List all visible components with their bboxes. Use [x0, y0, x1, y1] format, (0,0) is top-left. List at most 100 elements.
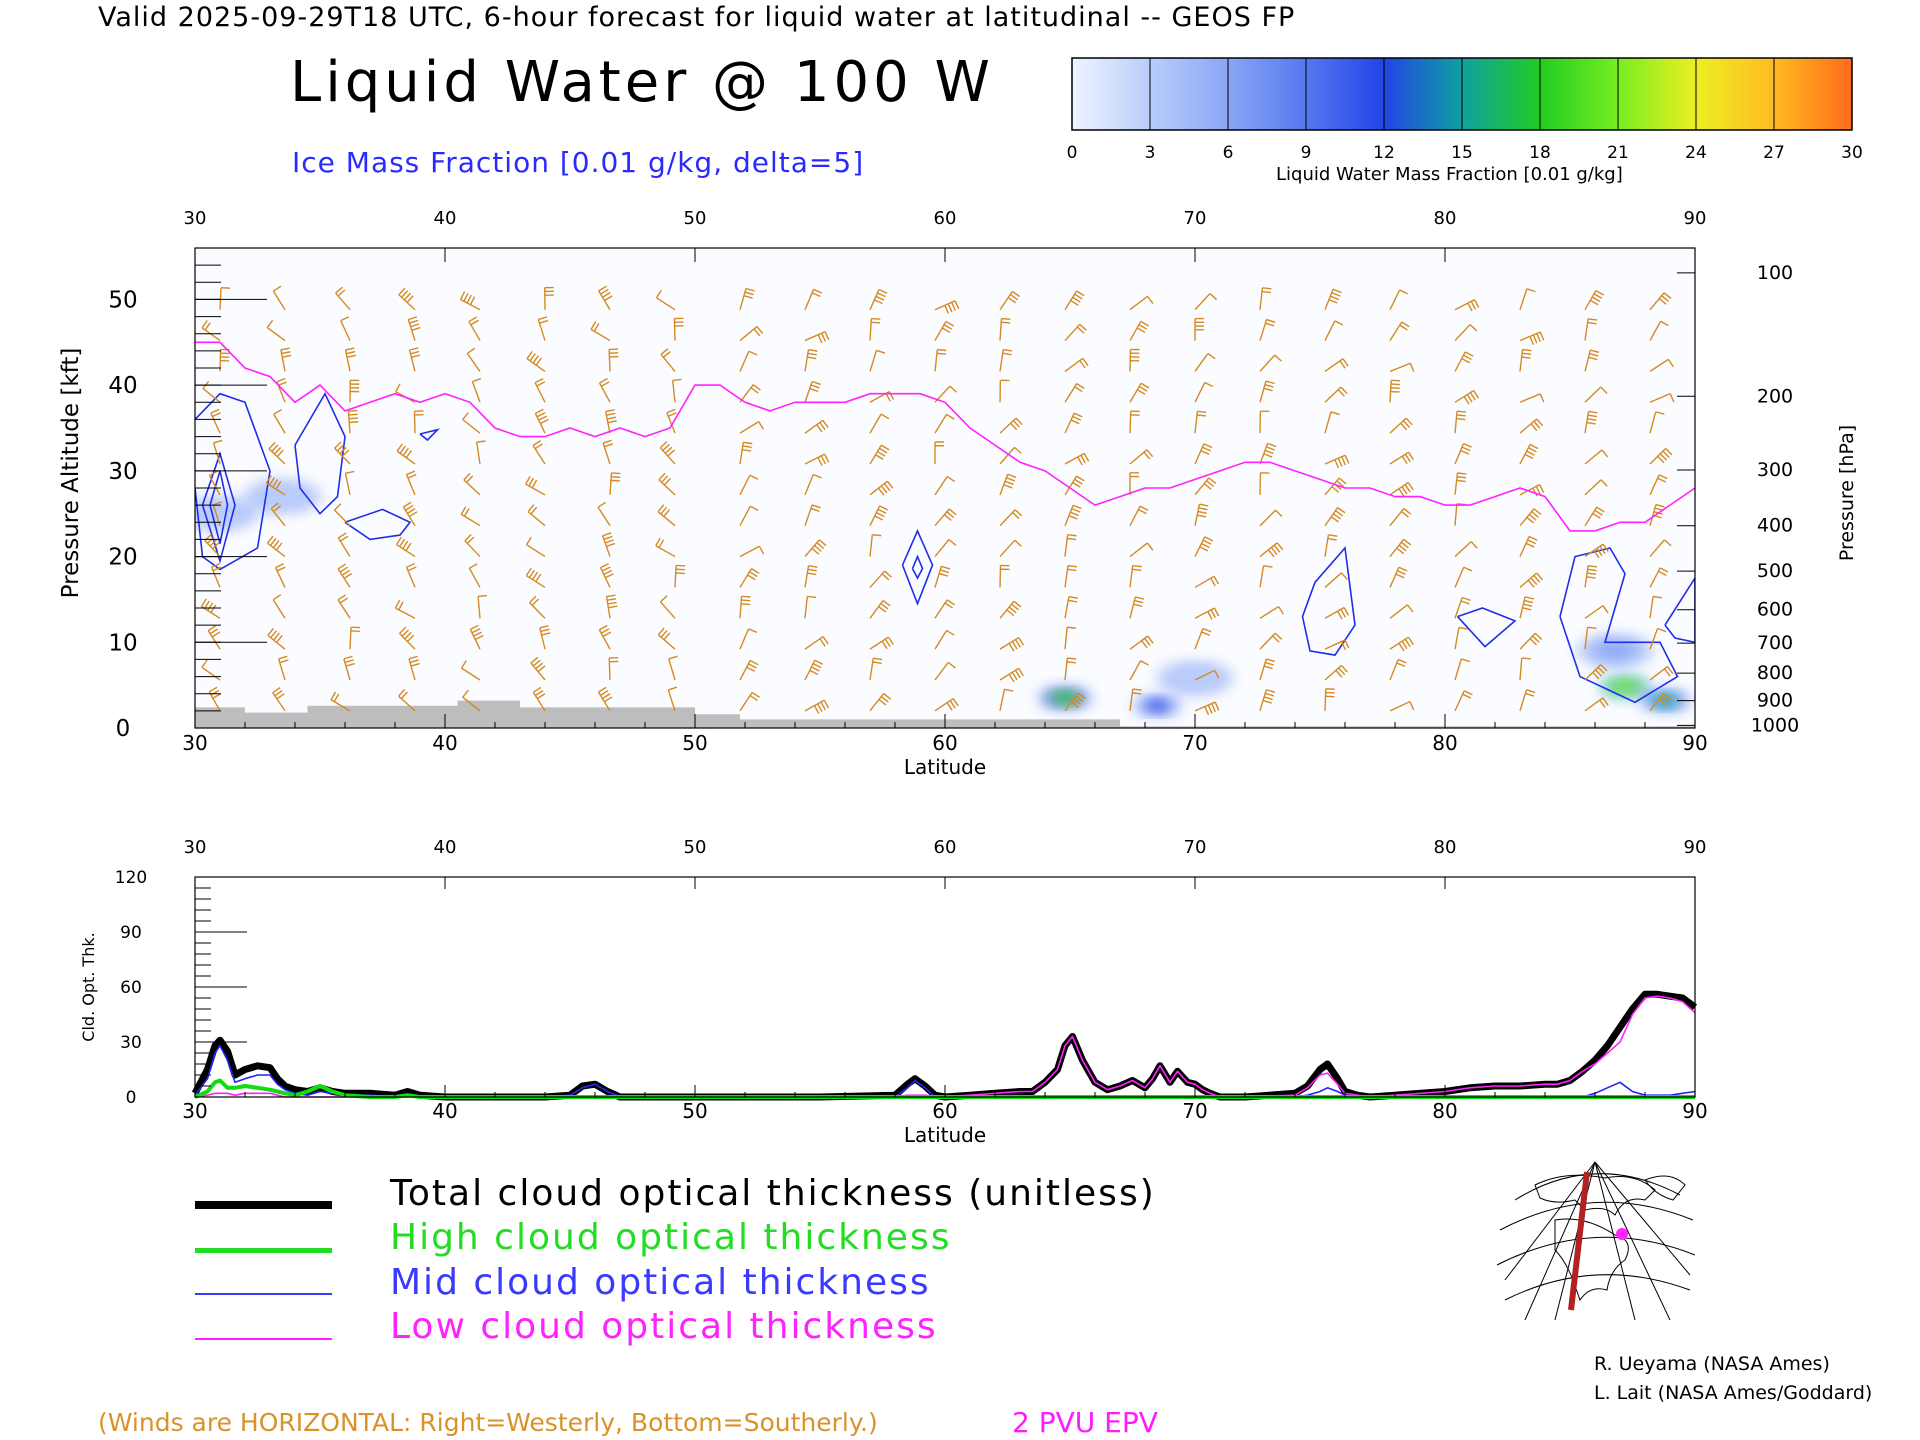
wind-barb	[804, 595, 817, 619]
wind-barb	[1259, 410, 1270, 434]
wind-barb	[1324, 288, 1342, 310]
wind-barb	[999, 290, 1021, 311]
wind-barb	[739, 568, 760, 588]
wind-barb	[280, 347, 292, 372]
wind-barb	[1454, 566, 1473, 588]
legend-label-high: High cloud optical thickness	[390, 1217, 952, 1258]
wind-barb	[272, 285, 286, 311]
wind-barb	[464, 533, 481, 558]
wind-barb	[1519, 484, 1545, 497]
wind-barb	[999, 539, 1022, 558]
wind-barb	[1519, 393, 1545, 403]
y-tick-label: 40	[108, 373, 137, 399]
colorbar-tick-label: 24	[1685, 143, 1707, 163]
epv-line	[195, 341, 1696, 532]
wind-barb	[869, 444, 890, 465]
wind-barb	[999, 564, 1010, 588]
colorbar-tick-label: 0	[1067, 143, 1078, 163]
x-top-tick-label: 60	[934, 208, 957, 229]
wind-barb	[333, 503, 351, 527]
wind-barb	[1194, 317, 1205, 341]
wind-barb	[934, 599, 955, 619]
x-top-tick-label: 30	[184, 837, 207, 858]
wind-barb	[1064, 412, 1083, 434]
wind-barb	[1129, 635, 1154, 650]
wind-barb	[869, 599, 891, 619]
wind-barb	[1324, 507, 1346, 527]
wind-barb	[1454, 472, 1467, 495]
wind-barb	[739, 595, 751, 619]
legend-label-total: Total cloud optical thickness (unitless)	[390, 1173, 1156, 1214]
x-tick-label: 30	[182, 1099, 207, 1123]
wind-barb	[1259, 565, 1273, 588]
wind-barb	[597, 501, 611, 527]
wind-barb	[1519, 632, 1543, 650]
colorbar-segment	[1696, 58, 1775, 130]
wind-barb	[1064, 452, 1090, 466]
wind-barb	[590, 321, 611, 342]
optical-thickness-chart: 30 30 40 40 50 50 60 60 70 70 80 80 90 90 0 30 60 90 120 La…	[79, 837, 1708, 1147]
wind-barb	[1194, 607, 1220, 620]
wind-barb	[267, 627, 286, 650]
wind-barb	[266, 535, 286, 558]
wind-barb	[1324, 454, 1350, 469]
wind-barb	[459, 291, 481, 311]
wind-barb	[999, 600, 1022, 619]
wind-barb	[469, 624, 484, 650]
y-tick-label: 90	[120, 923, 142, 943]
wind-barb	[398, 287, 416, 311]
x-tick-label: 40	[432, 1099, 457, 1123]
wind-barb	[1194, 627, 1212, 650]
wind-barb	[471, 377, 482, 403]
wind-barb	[668, 655, 678, 681]
wind-barb	[804, 473, 822, 496]
wind-barb	[337, 594, 351, 619]
wind-barb	[1194, 443, 1213, 465]
wind-barb	[337, 563, 353, 588]
wind-barb	[1454, 690, 1473, 712]
wind-barb	[402, 501, 418, 527]
wind-barb	[1519, 348, 1532, 372]
transect-line	[1568, 1171, 1590, 1311]
wind-barb	[532, 686, 546, 712]
wind-barb	[1389, 701, 1415, 712]
wind-barb	[1194, 536, 1214, 557]
wind-barb	[349, 379, 360, 403]
wind-barb	[1259, 472, 1270, 495]
x-top-tick-label: 50	[684, 208, 707, 229]
wind-barb	[1584, 543, 1609, 559]
wind-barb	[739, 474, 759, 496]
ice-contour	[1559, 547, 1679, 704]
colorbar-tick-label: 12	[1373, 143, 1395, 163]
wind-barb	[1389, 604, 1414, 619]
wind-barb	[604, 409, 617, 434]
wind-barb	[869, 636, 894, 650]
wind-barb	[934, 629, 955, 650]
wind-barb	[468, 563, 481, 588]
colorbar-tick-label: 6	[1223, 143, 1234, 163]
wind-barb	[1519, 331, 1545, 345]
wind-barb	[462, 412, 481, 434]
wind-barb	[532, 440, 546, 465]
colorbar-tick-label: 21	[1607, 143, 1629, 163]
wind-barb	[1649, 539, 1672, 558]
wind-barb	[534, 377, 546, 403]
wind-barb	[1259, 632, 1283, 650]
wind-barb	[201, 659, 221, 681]
wind-barb	[1324, 688, 1335, 711]
wind-barb	[934, 320, 955, 341]
colorbar-segment	[1618, 58, 1697, 130]
plot-area	[195, 248, 1695, 728]
wind-barb	[525, 536, 546, 558]
pressure-tick-label: 800	[1757, 662, 1793, 684]
wind-barb	[272, 594, 286, 619]
ice-contour	[344, 508, 412, 541]
colorbar-segment	[1228, 58, 1307, 130]
wind-barb	[207, 625, 221, 650]
wind-barb	[344, 347, 357, 372]
wind-barb	[739, 350, 758, 372]
wind-barb	[999, 379, 1010, 403]
wind-barb	[1129, 320, 1150, 341]
wind-barb	[1389, 417, 1413, 434]
wind-barb	[210, 563, 222, 588]
